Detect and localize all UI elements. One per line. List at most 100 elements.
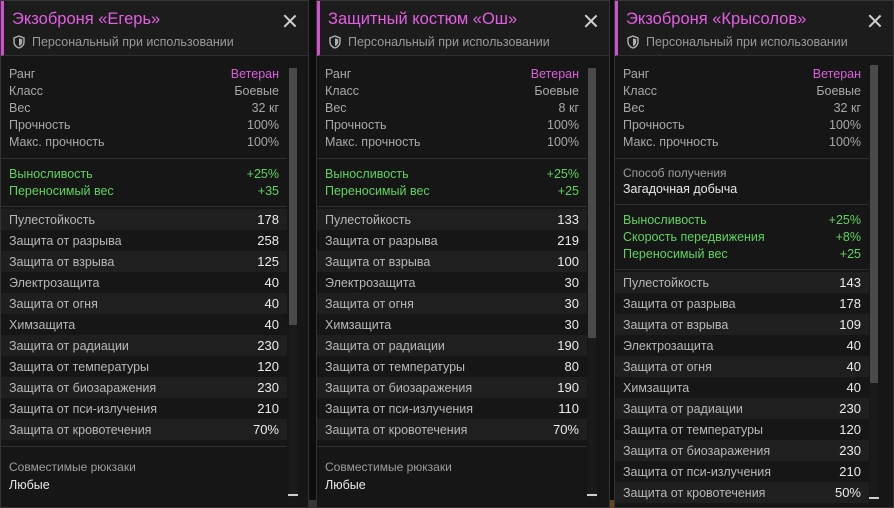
bonus-row: Скорость передвижения +8% bbox=[615, 228, 869, 245]
stat-value: 100% bbox=[829, 134, 861, 149]
backpacks-value: Любые bbox=[325, 478, 366, 492]
resistance-row: Защита от биозаражения 230 bbox=[1, 377, 287, 398]
resistance-value: 110 bbox=[558, 401, 579, 416]
bonus-row: Выносливость +25% bbox=[1, 165, 287, 182]
shield-icon bbox=[12, 35, 26, 49]
item-title: Экзоброня «Крысолов» bbox=[626, 10, 807, 28]
scrollbar-thumb[interactable] bbox=[289, 68, 297, 325]
bonus-value: +35 bbox=[257, 183, 279, 198]
stat-label: Класс bbox=[325, 83, 360, 98]
resistance-value: 120 bbox=[839, 422, 861, 437]
stat-value: 100% bbox=[247, 134, 279, 149]
resistance-row: Защита от температуры 80 bbox=[317, 356, 587, 377]
binding-text: Персональный при использовании bbox=[32, 35, 234, 49]
stat-label: Вес bbox=[9, 100, 31, 115]
resistance-row: Защита от биозаражения 190 bbox=[317, 377, 587, 398]
bonus-label: Скорость передвижения bbox=[623, 229, 765, 244]
divider bbox=[1, 206, 287, 207]
resistance-label: Защита от температуры bbox=[623, 422, 764, 437]
scroll-end-marker bbox=[288, 494, 298, 496]
resistance-label: Электрозащита bbox=[325, 275, 416, 290]
card-header: Экзоброня «Егерь» Персональный при исполь… bbox=[1, 1, 308, 56]
resistance-value: 40 bbox=[846, 380, 861, 395]
resistance-value: 178 bbox=[257, 212, 279, 227]
stat-label: Прочность bbox=[623, 117, 685, 132]
resistance-value: 125 bbox=[257, 254, 279, 269]
resistance-row: Защита от взрыва 125 bbox=[1, 251, 287, 272]
scroll-end-marker bbox=[587, 494, 597, 496]
stat-row: Макс. прочность 100% bbox=[317, 133, 587, 150]
resistance-value: 40 bbox=[264, 296, 279, 311]
stat-value: 100% bbox=[247, 117, 279, 132]
stat-row: Вес 32 кг bbox=[1, 99, 287, 116]
resistance-row: Защита от взрыва 100 bbox=[317, 251, 587, 272]
stat-value: Боевые bbox=[234, 83, 279, 98]
stat-row: Класс Боевые bbox=[317, 82, 587, 99]
resistance-label: Защита от радиации bbox=[325, 338, 445, 353]
stat-row: Вес 8 кг bbox=[317, 99, 587, 116]
resistance-label: Защита от разрыва bbox=[623, 296, 736, 311]
bonus-value: +25 bbox=[839, 246, 861, 261]
bonus-row: Переносимый вес +25 bbox=[317, 182, 587, 199]
divider bbox=[1, 158, 287, 159]
stat-row: Ранг Ветеран bbox=[1, 65, 287, 82]
resistance-row: Защита от радиации 230 bbox=[615, 398, 869, 419]
stat-label: Вес bbox=[325, 100, 347, 115]
bonus-label: Переносимый вес bbox=[623, 246, 728, 261]
resistance-row: Защита от кровотечения 70% bbox=[317, 419, 587, 440]
stat-label: Ранг bbox=[9, 66, 36, 81]
stat-label: Класс bbox=[623, 83, 658, 98]
resistance-row: Защита от кровотечения 50% bbox=[615, 482, 869, 503]
resistance-label: Защита от огня bbox=[9, 296, 98, 311]
stat-value: Ветеран bbox=[812, 66, 861, 81]
resistance-value: 230 bbox=[839, 401, 861, 416]
resistance-value: 80 bbox=[564, 359, 579, 374]
item-subtitle: Персональный при использовании bbox=[328, 35, 550, 49]
resistance-label: Электрозащита bbox=[9, 275, 100, 290]
item-title: Защитный костюм «Ош» bbox=[328, 10, 518, 28]
resistance-label: Защита от пси-излучения bbox=[9, 401, 158, 416]
resistance-value: 143 bbox=[839, 275, 861, 290]
resistance-label: Защита от радиации bbox=[623, 401, 743, 416]
resistance-label: Пулестойкость bbox=[623, 275, 710, 290]
close-icon[interactable] bbox=[583, 13, 599, 29]
item-title: Экзоброня «Егерь» bbox=[12, 10, 161, 28]
resistance-label: Химзащита bbox=[9, 317, 76, 332]
backpacks-label: Совместимые рюкзаки bbox=[325, 460, 452, 474]
stat-value: 8 кг bbox=[558, 100, 579, 115]
bonus-label: Переносимый вес bbox=[9, 183, 114, 198]
scrollbar-thumb[interactable] bbox=[588, 68, 596, 338]
item-tooltip-card: Экзоброня «Крысолов» Персональный при исп… bbox=[614, 0, 894, 508]
bonus-value: +25% bbox=[828, 212, 861, 227]
resistance-row: Защита от огня 30 bbox=[317, 293, 587, 314]
resistance-row: Химзащита 40 bbox=[615, 377, 869, 398]
divider bbox=[317, 206, 587, 207]
resistance-value: 190 bbox=[557, 338, 579, 353]
stat-value: Боевые bbox=[534, 83, 579, 98]
stat-row: Ранг Ветеран bbox=[317, 65, 587, 82]
resistance-row: Защита от кровотечения 70% bbox=[1, 419, 287, 440]
close-icon[interactable] bbox=[282, 13, 298, 29]
card-header: Экзоброня «Крысолов» Персональный при исп… bbox=[615, 1, 893, 56]
stat-row: Класс Боевые bbox=[615, 82, 869, 99]
scrollbar-thumb[interactable] bbox=[870, 65, 878, 383]
stat-value: Боевые bbox=[816, 83, 861, 98]
stat-row: Макс. прочность 100% bbox=[1, 133, 287, 150]
resistance-row: Защита от биозаражения 230 bbox=[615, 440, 869, 461]
resistance-row: Электрозащита 30 bbox=[317, 272, 587, 293]
resistance-value: 230 bbox=[257, 380, 279, 395]
binding-text: Персональный при использовании bbox=[646, 35, 848, 49]
resistance-row: Защита от радиации 230 bbox=[1, 335, 287, 356]
resistance-value: 30 bbox=[564, 296, 579, 311]
stat-value: Ветеран bbox=[230, 66, 279, 81]
close-icon[interactable] bbox=[867, 13, 883, 29]
bonus-label: Выносливость bbox=[9, 166, 93, 181]
bonus-value: +8% bbox=[835, 229, 861, 244]
divider bbox=[615, 158, 869, 159]
resistance-label: Защита от температуры bbox=[9, 359, 150, 374]
card-body: Ранг Ветеран Класс Боевые Вес 8 кг Прочность 10… bbox=[317, 57, 609, 507]
obtain-value: Загадочная добыча bbox=[623, 182, 738, 196]
divider bbox=[615, 269, 869, 270]
resistance-row: Пулестойкость 133 bbox=[317, 209, 587, 230]
resistance-row: Химзащита 40 bbox=[1, 314, 287, 335]
